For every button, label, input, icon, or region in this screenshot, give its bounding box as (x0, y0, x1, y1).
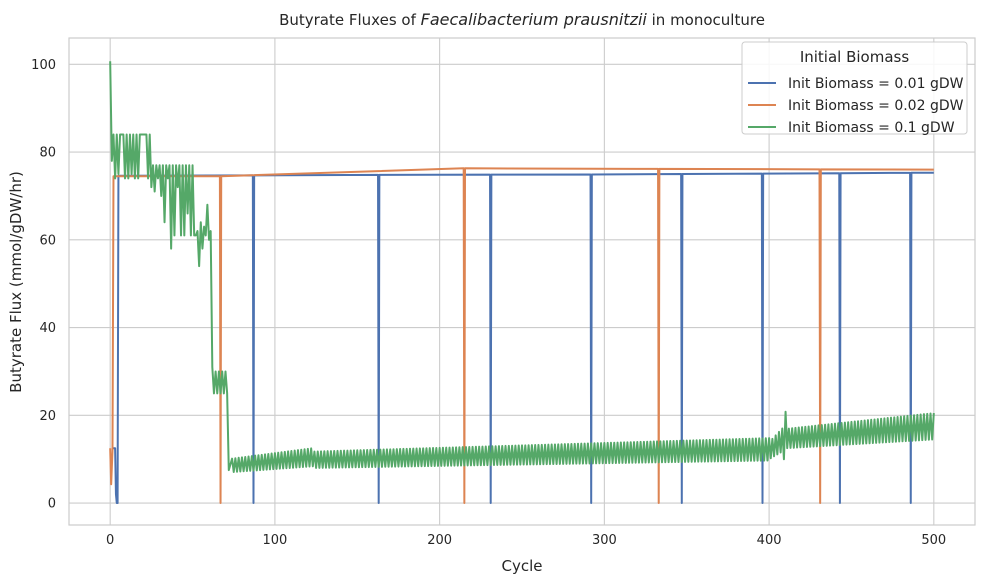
y-tick-label: 60 (39, 233, 56, 248)
x-tick-label: 200 (427, 533, 452, 548)
legend-label-2: Init Biomass = 0.02 gDW (788, 98, 964, 114)
legend: Initial Biomass Init Biomass = 0.01 gDWI… (741, 41, 968, 136)
y-tick-label: 20 (39, 409, 56, 424)
chart-title: Butyrate Fluxes of Faecalibacterium prau… (279, 10, 765, 29)
plot-frame (68, 37, 976, 526)
y-axis-label: Butyrate Flux (mmol/gDW/hr) (7, 171, 25, 393)
y-tick-label: 80 (39, 146, 56, 161)
x-tick-label: 400 (757, 533, 782, 548)
legend-items: Init Biomass = 0.01 gDW Init Biomass = 0.… (748, 76, 964, 136)
legend-title: Initial Biomass (800, 48, 910, 66)
x-tick-label: 100 (262, 533, 287, 548)
y-tick-label: 100 (31, 58, 56, 73)
y-tick-labels: 0 20 40 60 80 100 (31, 58, 56, 512)
x-axis-label: Cycle (502, 557, 543, 575)
title-species: Faecalibacterium prausnitzii (421, 10, 648, 29)
y-tick-label: 0 (48, 497, 56, 512)
series-group (109, 61, 935, 505)
legend-label-1: Init Biomass = 0.01 gDW (788, 76, 964, 92)
x-tick-labels: 0 100 200 300 400 500 (106, 533, 946, 548)
legend-label-3: Init Biomass = 0.1 gDW (788, 120, 955, 136)
title-suffix: in monoculture (647, 11, 765, 29)
x-tick-label: 0 (106, 533, 114, 548)
y-tick-label: 40 (39, 321, 56, 336)
series-line-3 (109, 61, 935, 473)
series-line-2 (109, 167, 934, 505)
x-tick-label: 500 (921, 533, 946, 548)
title-prefix: Butyrate Fluxes of (279, 11, 421, 29)
legend-box (741, 41, 968, 135)
x-tick-label: 300 (592, 533, 617, 548)
